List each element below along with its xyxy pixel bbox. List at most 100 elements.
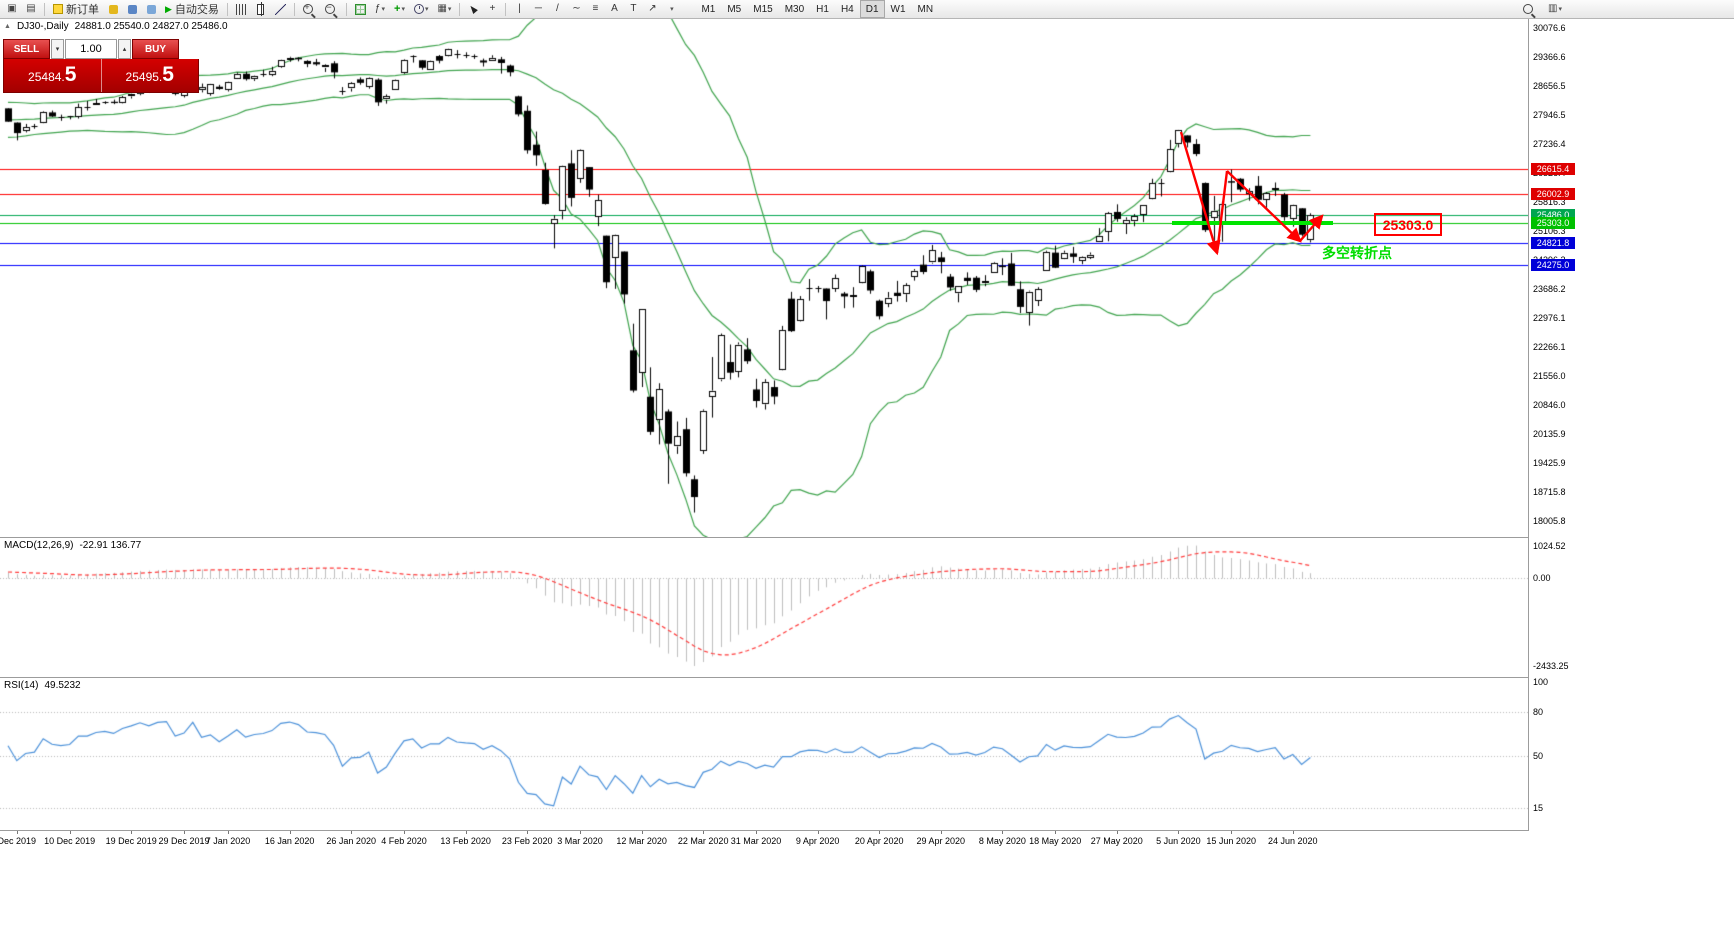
periods-button[interactable]: ▾: [410, 1, 433, 17]
search-button[interactable]: [1519, 1, 1540, 17]
terminal-button[interactable]: [142, 1, 160, 17]
time-axis[interactable]: Dec 2019 10 Dec 2019 19 Dec 2019 29 Dec 201…: [0, 831, 1734, 850]
time-axis-label: 3 Mar 2020: [557, 836, 603, 846]
buy-button[interactable]: BUY: [132, 39, 179, 59]
navigator-button[interactable]: [123, 1, 141, 17]
price-axis-tick: 29366.6: [1533, 52, 1566, 62]
channel-button[interactable]: ∼: [567, 1, 585, 17]
crosshair-button[interactable]: +: [483, 1, 501, 17]
sell-button[interactable]: SELL: [3, 39, 50, 59]
timeframe-button-m5[interactable]: M5: [727, 3, 742, 15]
quick-panel-button[interactable]: ▥ ▾: [1544, 1, 1566, 17]
horizontal-line-icon: ─: [534, 3, 542, 14]
price-axis-tick: 23686.2: [1533, 284, 1566, 294]
chevron-down-icon: ▾: [670, 6, 674, 13]
channel-icon: ∼: [572, 3, 581, 14]
panel-separator[interactable]: [0, 830, 1734, 831]
time-axis-label: 5 Jun 2020: [1156, 836, 1201, 846]
symbol-period-text: DJ30-,Daily: [16, 21, 69, 32]
timeframe-button-mn[interactable]: MN: [917, 3, 934, 15]
grid-icon: [354, 3, 366, 15]
macd-axis-label: -2433.25: [1533, 661, 1569, 671]
panel-separator[interactable]: [0, 537, 1734, 538]
price-level-badge: 25303.0: [1531, 216, 1575, 229]
time-axis-tick: [184, 831, 185, 834]
market-watch-button[interactable]: [104, 1, 122, 17]
chevron-down-icon: ▾: [1558, 6, 1562, 13]
navigator-icon: [127, 4, 137, 14]
cursor-button[interactable]: [464, 1, 482, 17]
toolbar: ▣ ▤ 新订单 ▶ 自动交易 ƒ▾ +▾ ▾ ▦▾ + | ─ / ∼: [0, 0, 1734, 19]
price-axis-tick: 20846.0: [1533, 400, 1566, 410]
trade-order-row: SELL ▾ ▴ BUY: [3, 39, 199, 59]
time-axis-tick: [1178, 831, 1180, 834]
timeframe-button-h1[interactable]: H1: [816, 3, 829, 15]
timeframe-button-m30[interactable]: M30: [784, 3, 805, 15]
time-axis-tick: [1116, 831, 1118, 834]
turning-point-label[interactable]: 多空转折点: [1322, 245, 1392, 261]
tile-windows-button[interactable]: [351, 1, 370, 17]
horizontal-line-button[interactable]: ─: [529, 1, 547, 17]
macd-panel[interactable]: MACD(12,26,9) -22.91 136.77: [0, 538, 1528, 677]
time-axis-tick: [1002, 831, 1004, 834]
indicators-button[interactable]: ƒ ▾: [371, 1, 389, 17]
profiles-button[interactable]: ▤: [22, 1, 40, 17]
timeframe-button-m15[interactable]: M15: [753, 3, 773, 15]
add-indicator-button[interactable]: + ▾: [390, 1, 409, 17]
cursor-icon: [468, 4, 479, 14]
volume-up-button[interactable]: ▴: [118, 39, 131, 59]
sell-price[interactable]: 25484. 5: [4, 59, 102, 92]
vertical-line-button[interactable]: |: [510, 1, 528, 17]
zoom-in-icon: [302, 2, 313, 14]
buy-price[interactable]: 25495. 5: [102, 59, 199, 92]
bar-chart-button[interactable]: [232, 1, 251, 17]
price-level-badge: 26615.4: [1531, 163, 1575, 176]
candlestick-chart-button[interactable]: [252, 1, 270, 17]
time-axis-label: 15 Jun 2020: [1206, 836, 1256, 846]
timeframe-button-m1[interactable]: M1: [701, 3, 716, 15]
time-axis-label: 4 Feb 2020: [381, 836, 427, 846]
chart-symbol-label: ▲ DJ30-,Daily 24881.0 25540.0 24827.0 25…: [4, 21, 228, 32]
main-chart-canvas[interactable]: [0, 19, 1528, 537]
auto-trading-button[interactable]: ▶ 自动交易: [161, 1, 223, 17]
rsi-panel[interactable]: RSI(14) 49.5232: [0, 678, 1528, 830]
templates-button[interactable]: ▦ ▾: [433, 1, 455, 17]
panel-separator[interactable]: [0, 677, 1734, 678]
zoom-out-button[interactable]: [321, 1, 342, 17]
market-watch-icon: [108, 4, 118, 14]
line-chart-button[interactable]: [271, 1, 290, 17]
plus-icon: +: [394, 3, 401, 15]
time-axis-tick: [940, 831, 942, 834]
new-order-button[interactable]: 新订单: [49, 1, 103, 17]
price-level-badge: 24821.8: [1531, 236, 1575, 249]
timeframe-button-h4[interactable]: H4: [840, 3, 854, 15]
arrow-tool-button[interactable]: ↗: [643, 1, 661, 17]
rsi-canvas[interactable]: [0, 678, 1528, 830]
zoom-in-button[interactable]: [299, 1, 320, 17]
text-label-button[interactable]: T: [624, 1, 642, 17]
time-axis-label: 9 Apr 2020: [795, 836, 840, 846]
new-chart-button[interactable]: ▣: [3, 1, 21, 17]
price-axis-tick: 18715.8: [1533, 487, 1566, 497]
text-tool-button[interactable]: A: [605, 1, 623, 17]
time-axis-tick: [527, 831, 529, 834]
timeframe-button-w1[interactable]: W1: [890, 3, 906, 15]
fibonacci-button[interactable]: ≡: [586, 1, 604, 17]
more-tools-button[interactable]: ▾: [662, 1, 680, 17]
timeframe-button-d1[interactable]: D1: [859, 0, 885, 18]
price-axis[interactable]: 30076.629366.628656.527946.527236.426526…: [1528, 19, 1734, 850]
panel-icon: ▥: [1548, 3, 1558, 14]
trendline-button[interactable]: /: [548, 1, 566, 17]
price-axis-tick: 25106.3: [1533, 226, 1566, 236]
time-axis-label: 23 Feb 2020: [501, 836, 553, 846]
terminal-icon: [146, 4, 156, 14]
toolbar-separator: [345, 2, 347, 16]
one-click-collapse-icon[interactable]: ▲: [4, 23, 11, 30]
macd-canvas[interactable]: [0, 538, 1528, 677]
time-axis-tick: [1055, 831, 1057, 834]
volume-input[interactable]: [65, 39, 117, 59]
chevron-down-icon: ▾: [424, 6, 429, 13]
price-annotation-box[interactable]: 25303.0: [1374, 213, 1442, 236]
main-chart-area[interactable]: ▲ DJ30-,Daily 24881.0 25540.0 24827.0 25…: [0, 19, 1528, 537]
volume-down-button[interactable]: ▾: [51, 39, 64, 59]
